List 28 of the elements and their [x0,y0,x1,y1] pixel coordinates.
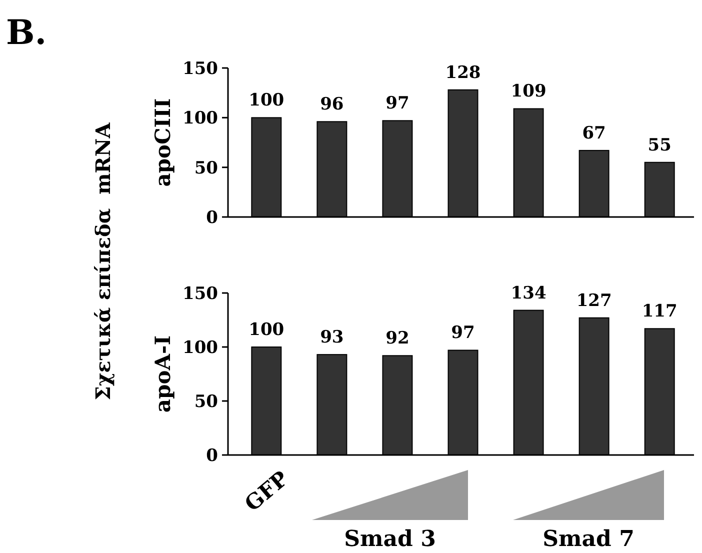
y-tick-label: 0 [206,208,218,228]
data-label: 109 [510,82,546,102]
data-label: 67 [582,123,606,144]
data-label: 100 [248,320,284,340]
y-axis-title: apoA-I [150,335,175,413]
y-tick-label: 0 [206,446,218,466]
data-label: 128 [445,62,481,83]
y-tick-label: 100 [182,338,218,358]
y-tick-label: 150 [182,58,218,79]
y-axis-title: apoCIII [150,98,175,187]
data-label: 100 [248,90,284,111]
data-label: 96 [320,94,344,115]
data-label: 55 [648,135,672,156]
y-tick-label: 50 [194,158,218,178]
y-tick-label: 150 [182,284,218,304]
data-label: 117 [642,302,678,322]
chart-title: B. [6,13,47,53]
data-label: 92 [386,328,410,349]
y-tick-label: 50 [194,392,218,412]
data-label: 97 [386,94,410,114]
text: Σχετικά επίπεδα mRNA [91,122,115,400]
data-label: 134 [510,283,546,304]
text: Smad 3 [344,526,436,552]
data-label: 93 [320,328,344,348]
data-label: 127 [576,290,612,311]
data-label: 97 [451,323,475,344]
text: Smad 7 [542,526,634,552]
y-tick-label: 100 [182,108,218,129]
